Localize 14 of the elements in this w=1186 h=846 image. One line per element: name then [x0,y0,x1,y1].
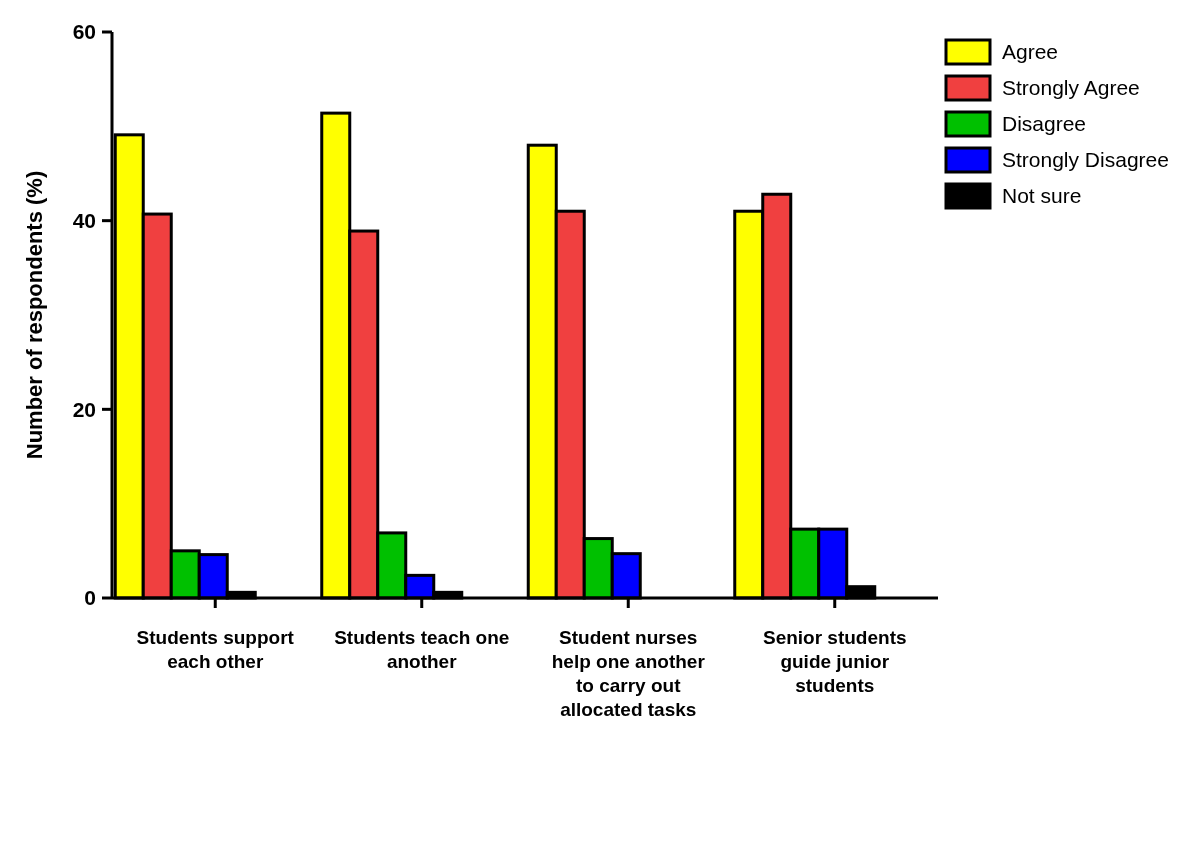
y-tick-label: 0 [84,586,96,610]
y-axis-title: Number of respondents (%) [22,170,47,460]
x-tick-label: Student nurses help one another to carry out allocated tasks [551,627,706,720]
x-tick-label: Students support each other [136,627,295,672]
legend-label: Not sure [1002,184,1082,208]
legend-label: Disagree [1002,112,1087,136]
legend-label: Strongly Agree [1002,76,1140,100]
x-tick-label: Students teach one another [334,627,510,672]
legend-label: Strongly Disagree [1002,148,1169,172]
x-tick-label: Senior students guide junior students [762,627,907,696]
y-tick-label: 60 [72,20,96,44]
legend-label: Agree [1002,40,1059,64]
y-tick-label: 40 [72,209,96,233]
y-tick-label: 20 [72,397,96,421]
